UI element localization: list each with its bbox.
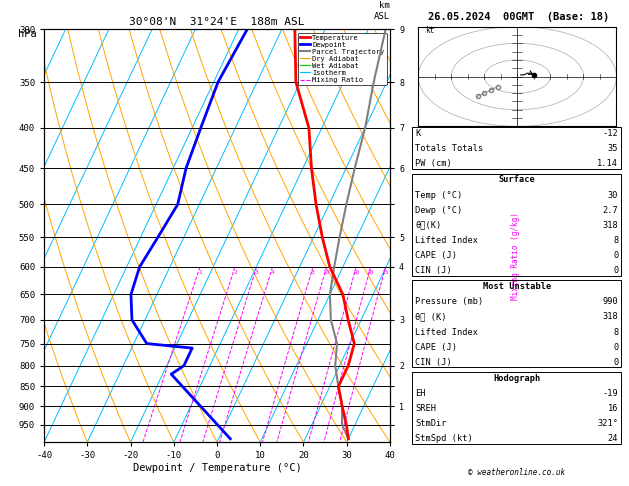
Text: © weatheronline.co.uk: © weatheronline.co.uk bbox=[468, 468, 565, 477]
Text: 318: 318 bbox=[603, 221, 618, 230]
Text: 321°: 321° bbox=[598, 419, 618, 429]
Text: 318: 318 bbox=[603, 312, 618, 322]
Text: EH: EH bbox=[415, 389, 426, 399]
Text: 0: 0 bbox=[613, 266, 618, 275]
Text: 8: 8 bbox=[311, 270, 314, 275]
Text: θᴇ(K): θᴇ(K) bbox=[415, 221, 442, 230]
Text: 0: 0 bbox=[613, 343, 618, 352]
Text: hPa: hPa bbox=[18, 29, 37, 39]
Text: 0: 0 bbox=[613, 251, 618, 260]
Text: θᴇ (K): θᴇ (K) bbox=[415, 312, 447, 322]
Text: SREH: SREH bbox=[415, 404, 436, 414]
Text: 8: 8 bbox=[613, 236, 618, 245]
Text: Most Unstable: Most Unstable bbox=[482, 282, 551, 292]
Text: 35: 35 bbox=[608, 144, 618, 153]
Text: CIN (J): CIN (J) bbox=[415, 358, 452, 367]
Text: 20: 20 bbox=[367, 270, 374, 275]
Text: Mixing Ratio (g/kg): Mixing Ratio (g/kg) bbox=[511, 212, 520, 300]
Text: -12: -12 bbox=[603, 129, 618, 138]
Text: 1: 1 bbox=[198, 270, 202, 275]
Text: Hodograph: Hodograph bbox=[493, 374, 540, 383]
Text: 0: 0 bbox=[613, 358, 618, 367]
X-axis label: Dewpoint / Temperature (°C): Dewpoint / Temperature (°C) bbox=[133, 463, 301, 473]
Text: Pressure (mb): Pressure (mb) bbox=[415, 297, 484, 307]
Text: 3: 3 bbox=[255, 270, 259, 275]
Text: CAPE (J): CAPE (J) bbox=[415, 251, 457, 260]
Text: kt: kt bbox=[425, 26, 434, 35]
Text: K: K bbox=[415, 129, 420, 138]
Text: 25: 25 bbox=[382, 270, 389, 275]
Text: 8: 8 bbox=[613, 328, 618, 337]
Legend: Temperature, Dewpoint, Parcel Trajectory, Dry Adiabat, Wet Adiabat, Isotherm, Mi: Temperature, Dewpoint, Parcel Trajectory… bbox=[298, 33, 386, 85]
Text: 16: 16 bbox=[608, 404, 618, 414]
Text: StmSpd (kt): StmSpd (kt) bbox=[415, 434, 473, 444]
Text: StmDir: StmDir bbox=[415, 419, 447, 429]
Text: CIN (J): CIN (J) bbox=[415, 266, 452, 275]
Text: 10: 10 bbox=[323, 270, 330, 275]
Text: -19: -19 bbox=[603, 389, 618, 399]
Text: 24: 24 bbox=[608, 434, 618, 444]
Text: 26.05.2024  00GMT  (Base: 18): 26.05.2024 00GMT (Base: 18) bbox=[428, 12, 610, 22]
Text: CAPE (J): CAPE (J) bbox=[415, 343, 457, 352]
Text: km
ASL: km ASL bbox=[374, 1, 390, 21]
Text: Surface: Surface bbox=[498, 175, 535, 185]
Text: PW (cm): PW (cm) bbox=[415, 159, 452, 168]
Text: 30: 30 bbox=[608, 191, 618, 200]
Title: 30°08'N  31°24'E  188m ASL: 30°08'N 31°24'E 188m ASL bbox=[129, 17, 305, 27]
Text: Totals Totals: Totals Totals bbox=[415, 144, 484, 153]
Text: 2: 2 bbox=[233, 270, 237, 275]
Text: 1.14: 1.14 bbox=[598, 159, 618, 168]
Text: 16: 16 bbox=[352, 270, 360, 275]
Text: Dewp (°C): Dewp (°C) bbox=[415, 206, 462, 215]
Text: 990: 990 bbox=[603, 297, 618, 307]
Text: Lifted Index: Lifted Index bbox=[415, 236, 478, 245]
Text: 4: 4 bbox=[270, 270, 274, 275]
Text: 2.7: 2.7 bbox=[603, 206, 618, 215]
Text: Temp (°C): Temp (°C) bbox=[415, 191, 462, 200]
Text: Lifted Index: Lifted Index bbox=[415, 328, 478, 337]
